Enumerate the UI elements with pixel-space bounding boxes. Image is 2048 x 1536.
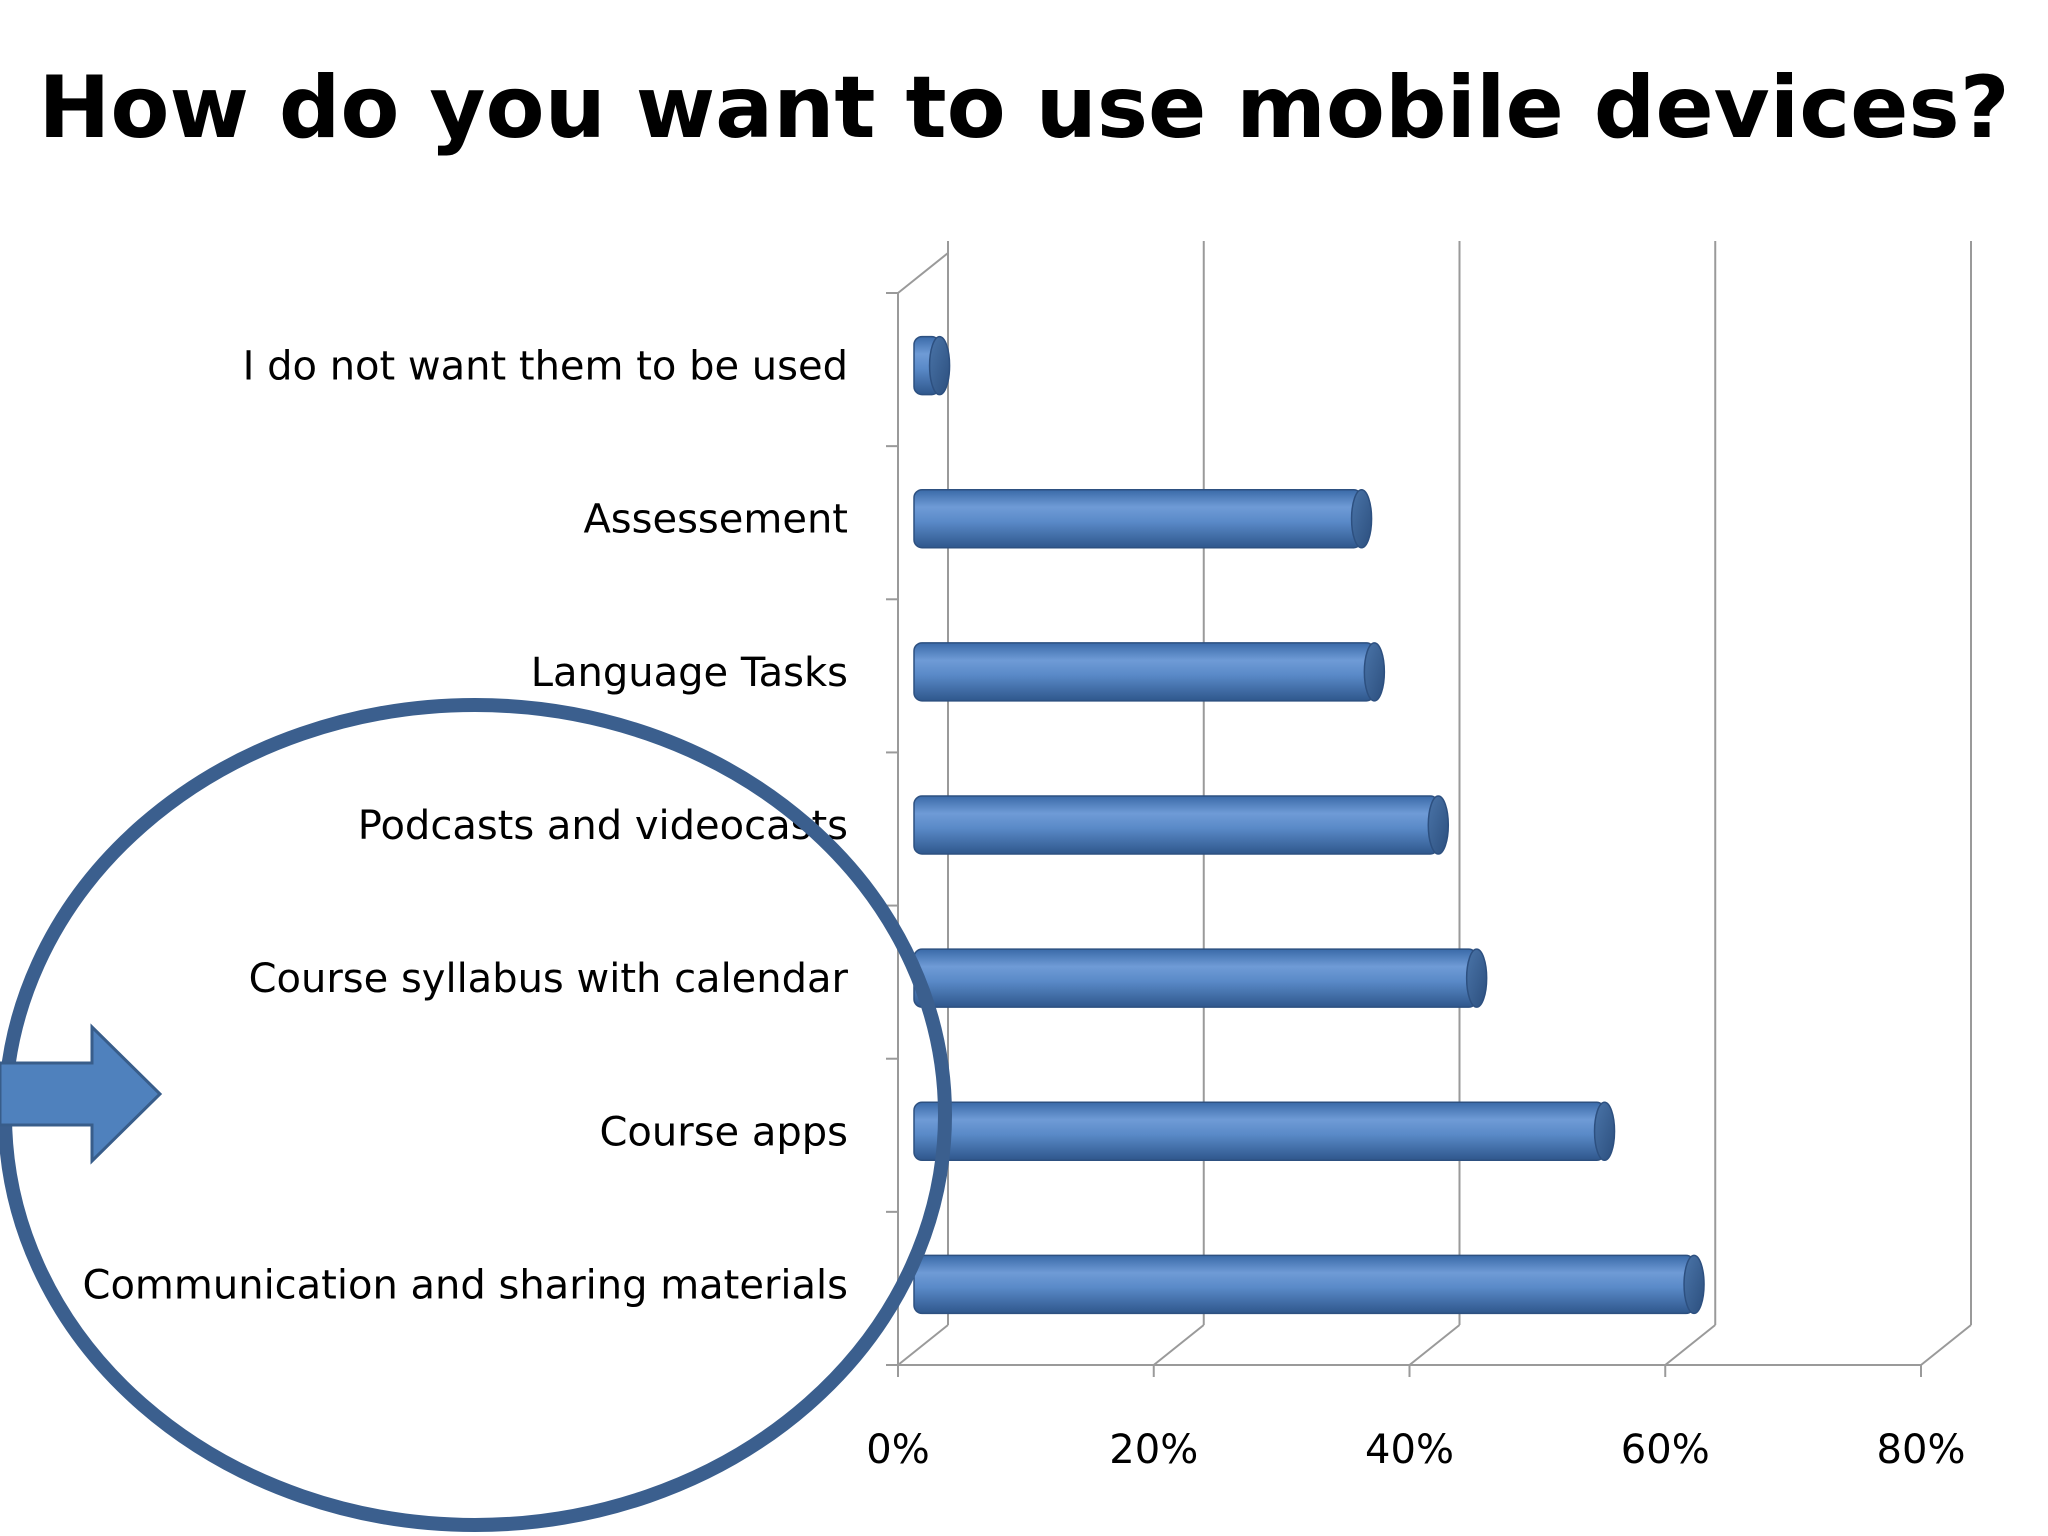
chart-bars (913, 335, 1705, 1315)
x-tick-label: 40% (1365, 1427, 1454, 1473)
top-edge-line (897, 252, 949, 294)
category-label: I do not want them to be used (243, 344, 848, 390)
floor-gridline (897, 1324, 949, 1366)
bar (913, 1101, 1616, 1162)
x-tick-label: 80% (1877, 1427, 1966, 1473)
x-tick-label: 0% (866, 1427, 929, 1473)
bar (913, 335, 951, 396)
floor-gridline (1664, 1324, 1716, 1366)
bar-cap (1350, 488, 1373, 549)
bar (913, 642, 1386, 702)
bar-cap (1465, 948, 1488, 1008)
slide-title: How do you want to use mobile devices? (38, 58, 2010, 158)
bar-body (913, 1254, 1695, 1315)
chart-category-labels: I do not want them to be used Assessement… (83, 344, 849, 1309)
bar-body (913, 642, 1376, 702)
chart-grid (886, 241, 1972, 1366)
floor-gridline (1408, 1324, 1461, 1366)
category-label: Course apps (600, 1109, 849, 1155)
category-label: Podcasts and videocasts (358, 803, 848, 849)
floor-gridline (1153, 1324, 1205, 1366)
bar-body (913, 795, 1440, 855)
bar (913, 1254, 1705, 1315)
chart-x-ticks: 0% 20% 40% 60% 80% (866, 1365, 1965, 1473)
x-tick-label: 60% (1621, 1427, 1710, 1473)
bar (913, 948, 1488, 1008)
bar-body (913, 1101, 1606, 1162)
highlight-annotation (0, 698, 952, 1532)
bar (913, 488, 1373, 549)
category-label: Assessement (583, 497, 848, 543)
bar (913, 795, 1450, 855)
category-label: Course syllabus with calendar (249, 956, 849, 1002)
bar-cap (1363, 642, 1386, 702)
right-arrow-icon (0, 1023, 163, 1165)
floor-gridline (1920, 1324, 1972, 1366)
bar-cap (1593, 1101, 1616, 1162)
bar-body (913, 948, 1478, 1008)
category-label: Communication and sharing materials (83, 1262, 848, 1308)
bar-body (913, 488, 1363, 549)
bar-cap (928, 335, 951, 396)
bar-cap (1427, 795, 1450, 855)
x-tick-label: 20% (1109, 1427, 1198, 1473)
bar-cap (1683, 1254, 1705, 1315)
category-label: Language Tasks (531, 650, 848, 696)
